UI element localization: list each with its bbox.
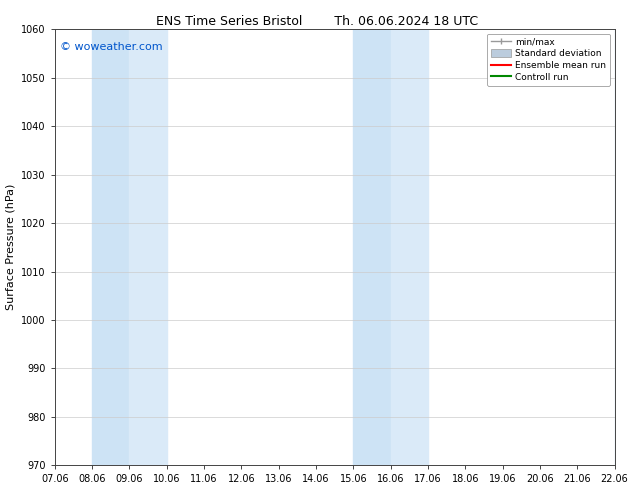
Bar — [614, 29, 633, 465]
Text: ENS Time Series Bristol        Th. 06.06.2024 18 UTC: ENS Time Series Bristol Th. 06.06.2024 1… — [156, 15, 478, 28]
Text: © woweather.com: © woweather.com — [60, 42, 163, 52]
Bar — [391, 29, 428, 465]
Bar — [92, 29, 129, 465]
Bar — [129, 29, 167, 465]
Y-axis label: Surface Pressure (hPa): Surface Pressure (hPa) — [6, 184, 16, 311]
Bar — [353, 29, 391, 465]
Legend: min/max, Standard deviation, Ensemble mean run, Controll run: min/max, Standard deviation, Ensemble me… — [488, 34, 610, 86]
